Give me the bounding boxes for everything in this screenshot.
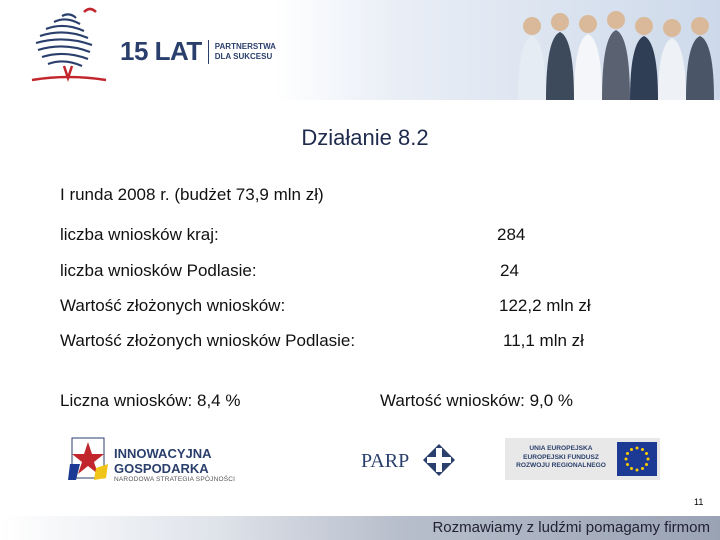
logo-divider bbox=[207, 39, 209, 64]
stat-value-total-value: 122,2 mln zł bbox=[499, 296, 591, 315]
stat-label-country: liczba wniosków kraj: bbox=[60, 225, 219, 244]
stat-value-podlasie: 24 bbox=[500, 261, 519, 280]
footer-slogan: Rozmawiamy z ludźmi pomagamy firmom bbox=[432, 519, 710, 536]
summary-count-share: Liczna wniosków: 8,4 % bbox=[60, 391, 241, 410]
innovative-economy-text: INNOWACYJNA GOSPODARKA NARODOWA STRATEGI… bbox=[114, 446, 306, 483]
innovative-economy-title: INNOWACYJNA GOSPODARKA bbox=[114, 446, 212, 476]
eu-line-1: UNIA EUROPEJSKA bbox=[529, 445, 593, 452]
header-banner: 15 LAT PARTNERSTWA DLA SUKCESU bbox=[0, 0, 720, 100]
star-flag-icon bbox=[68, 437, 108, 480]
stat-value-podlasie-value: 11,1 mln zł bbox=[503, 331, 584, 350]
round-info: I runda 2008 r. (budżet 73,9 mln zł) bbox=[60, 185, 324, 204]
summary-value-share: Wartość wniosków: 9,0 % bbox=[380, 391, 574, 410]
page-number: 11 bbox=[694, 497, 704, 507]
stat-label-total-value: Wartość złożonych wniosków: bbox=[60, 296, 286, 315]
people-photo-icon bbox=[518, 11, 714, 100]
stat-label-podlasie-value: Wartość złożonych wniosków Podlasie: bbox=[60, 331, 356, 350]
slide-title: Działanie 8.2 bbox=[301, 125, 429, 150]
eu-line-3: ROZWOJU REGIONALNEGO bbox=[516, 462, 606, 469]
eu-flag-icon bbox=[617, 442, 657, 476]
stat-value-country: 284 bbox=[497, 225, 526, 244]
innovative-economy-subtitle: NARODOWA STRATEGIA SPÓJNOŚCI bbox=[114, 476, 236, 483]
anniversary-logo-icon bbox=[31, 7, 107, 82]
parp-logo: PARP bbox=[361, 440, 461, 480]
logo-subtitle: PARTNERSTWA DLA SUKCESU bbox=[215, 42, 276, 62]
stat-label-podlasie: liczba wniosków Podlasie: bbox=[60, 261, 257, 280]
eu-line-2: EUROPEJSKI FUNDUSZ bbox=[523, 453, 599, 461]
logo-sub-line1: PARTNERSTWA bbox=[214, 41, 276, 51]
anniversary-logo-text: 15 LAT PARTNERSTWA DLA SUKCESU bbox=[120, 36, 276, 67]
footer-bar: Rozmawiamy z ludźmi pomagamy firmom bbox=[0, 516, 720, 540]
logo-main-text: 15 LAT bbox=[120, 36, 202, 66]
parp-diamond-icon bbox=[423, 444, 455, 476]
parp-logo-text: PARP bbox=[361, 450, 410, 472]
eu-fund-logo: UNIA EUROPEJSKA EUROPEJSKI FUNDUSZ ROZWO… bbox=[505, 438, 660, 480]
eu-fund-text: UNIA EUROPEJSKA EUROPEJSKI FUNDUSZ ROZWO… bbox=[511, 445, 611, 471]
logo-sub-line2: DLA SUKCESU bbox=[214, 51, 273, 61]
innovative-economy-logo: INNOWACYJNA GOSPODARKA NARODOWA STRATEGI… bbox=[66, 434, 306, 486]
